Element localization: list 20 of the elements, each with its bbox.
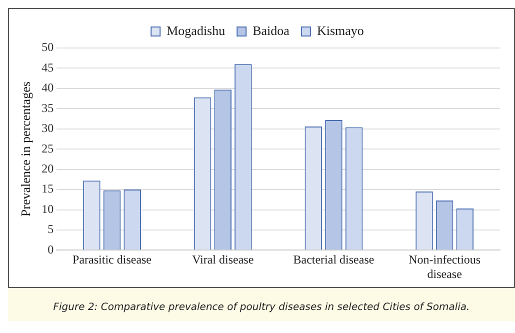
- y-tick-label: 20: [42, 161, 54, 176]
- legend-label: Mogadishu: [166, 22, 226, 38]
- caption: Figure 2: Comparative prevalence of poultry diseases in selected Cities of Somalia.: [52, 302, 471, 313]
- x-tick-label: Parasitic disease: [72, 252, 152, 267]
- y-tick-label: 15: [42, 182, 54, 196]
- y-tick-label: 0: [48, 242, 54, 256]
- legend-label: Kismayo: [316, 22, 364, 38]
- y-tick-label: 40: [42, 80, 54, 95]
- y-tick-label: 45: [42, 60, 54, 74]
- x-tick-label: Viral disease: [192, 252, 254, 267]
- x-tick-label: Non-infectious disease: [408, 252, 481, 281]
- legend-label: Baidoa: [252, 22, 290, 38]
- y-tick-label: 10: [42, 202, 54, 216]
- y-tick-label: 30: [42, 121, 54, 136]
- y-axis-title: Prevalence in percentages: [18, 82, 34, 217]
- y-tick-label: 5: [48, 222, 54, 236]
- y-tick-label: 35: [42, 100, 54, 115]
- x-tick-label: Bacterial disease: [293, 252, 374, 267]
- y-tick-label: 50: [42, 40, 54, 54]
- y-tick-label: 25: [42, 141, 54, 156]
